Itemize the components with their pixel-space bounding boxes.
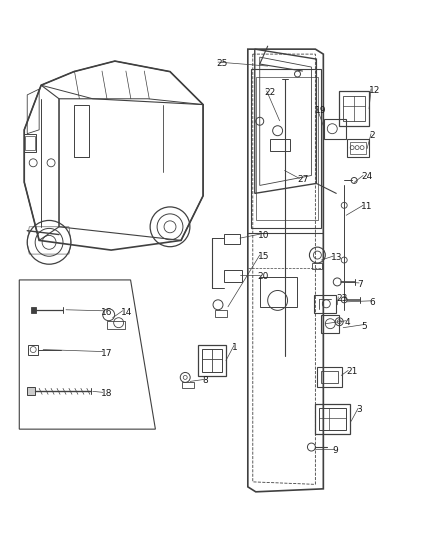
- Bar: [182, 382, 194, 389]
- Text: 27: 27: [297, 175, 309, 184]
- Text: 25: 25: [216, 59, 227, 68]
- Bar: [215, 310, 227, 317]
- Bar: [202, 349, 222, 373]
- Bar: [107, 321, 124, 329]
- Text: 22: 22: [265, 88, 276, 97]
- Text: 11: 11: [361, 203, 373, 212]
- Bar: [319, 408, 346, 430]
- Text: 14: 14: [120, 308, 132, 317]
- Text: 8: 8: [202, 376, 208, 385]
- Text: 5: 5: [361, 322, 367, 330]
- Bar: [198, 345, 226, 376]
- Text: 10: 10: [258, 231, 269, 240]
- Bar: [315, 404, 350, 434]
- Text: 4: 4: [344, 318, 350, 327]
- Bar: [28, 345, 38, 354]
- Text: 16: 16: [101, 308, 112, 317]
- Text: 12: 12: [369, 86, 381, 95]
- Text: 9: 9: [332, 446, 338, 455]
- Text: 6: 6: [369, 298, 375, 307]
- Bar: [27, 387, 35, 395]
- Bar: [256, 77, 318, 220]
- Text: 18: 18: [101, 389, 112, 398]
- Text: 21: 21: [346, 367, 357, 376]
- Bar: [224, 234, 240, 244]
- Bar: [31, 307, 36, 313]
- Bar: [312, 263, 322, 269]
- Bar: [321, 372, 338, 383]
- Bar: [347, 139, 369, 157]
- Bar: [314, 295, 336, 313]
- Text: 1: 1: [232, 343, 238, 352]
- Text: 19: 19: [315, 106, 327, 115]
- Bar: [24, 134, 36, 151]
- Text: 7: 7: [357, 280, 363, 289]
- Bar: [224, 270, 242, 282]
- Text: 24: 24: [361, 173, 372, 182]
- Bar: [339, 91, 369, 126]
- Text: 15: 15: [258, 252, 269, 261]
- Bar: [270, 139, 290, 151]
- Bar: [25, 135, 35, 150]
- Bar: [321, 315, 339, 333]
- Text: 3: 3: [356, 405, 362, 414]
- Bar: [350, 142, 366, 154]
- Bar: [343, 96, 365, 121]
- Bar: [318, 367, 342, 387]
- Text: 23: 23: [336, 294, 348, 303]
- Text: 13: 13: [331, 253, 343, 262]
- Bar: [260, 277, 297, 306]
- Bar: [251, 69, 321, 228]
- Text: 17: 17: [101, 349, 112, 358]
- Text: 20: 20: [258, 272, 269, 281]
- Bar: [324, 119, 346, 139]
- Text: 2: 2: [369, 131, 374, 140]
